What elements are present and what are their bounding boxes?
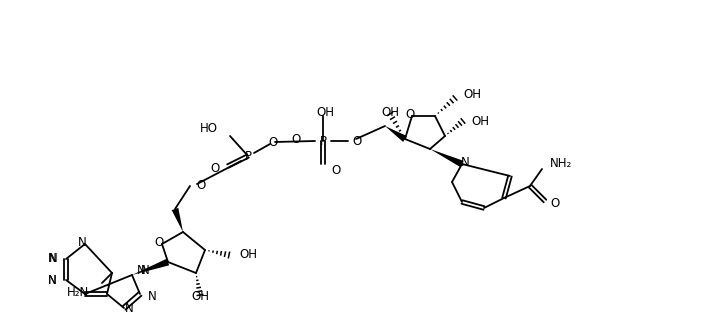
Text: O: O	[352, 135, 361, 148]
Text: O: O	[155, 236, 164, 249]
Text: N: N	[137, 264, 146, 277]
Text: N: N	[125, 302, 134, 315]
Text: HO: HO	[200, 122, 218, 135]
Text: NH₂: NH₂	[550, 157, 573, 169]
Text: N: N	[48, 274, 57, 287]
Text: N: N	[49, 253, 58, 266]
Text: OH: OH	[191, 290, 209, 303]
Polygon shape	[430, 149, 464, 167]
Text: O: O	[331, 164, 340, 176]
Text: O: O	[405, 108, 414, 121]
Text: O: O	[211, 162, 220, 174]
Text: OH: OH	[463, 88, 481, 101]
Text: P: P	[320, 135, 326, 148]
Text: H₂N: H₂N	[66, 287, 89, 300]
Polygon shape	[132, 259, 169, 275]
Text: O: O	[292, 133, 300, 146]
Text: O: O	[196, 178, 205, 191]
Text: OH: OH	[471, 115, 489, 128]
Text: N: N	[48, 253, 57, 266]
Text: N: N	[148, 290, 157, 303]
Text: N: N	[78, 236, 87, 249]
Text: OH: OH	[381, 106, 399, 119]
Text: P: P	[245, 150, 251, 163]
Text: OH: OH	[316, 106, 334, 119]
Text: N: N	[461, 156, 469, 169]
Polygon shape	[172, 208, 183, 232]
Text: O: O	[269, 136, 278, 149]
Text: N: N	[141, 265, 149, 278]
Polygon shape	[385, 126, 407, 142]
Text: O: O	[550, 196, 560, 209]
Text: OH: OH	[239, 248, 257, 262]
Text: N: N	[48, 274, 57, 287]
